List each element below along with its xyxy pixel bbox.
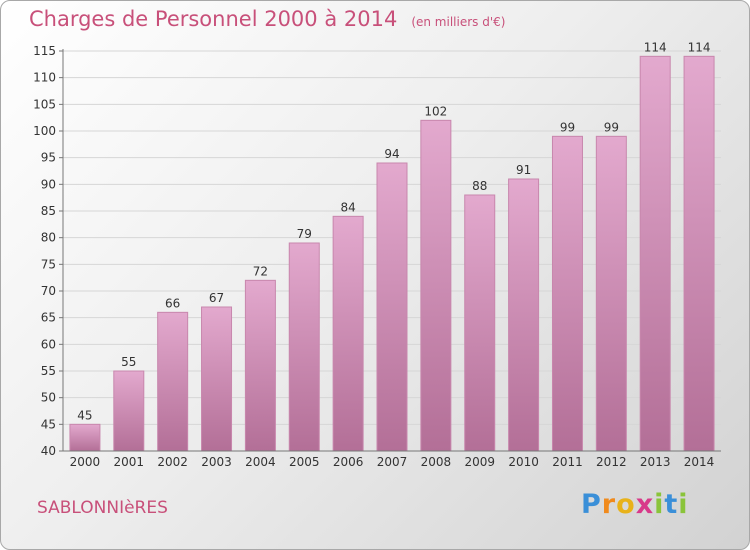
logo-letter: P xyxy=(581,489,602,520)
y-tick-label: 65 xyxy=(41,311,56,325)
bar-value-label: 66 xyxy=(165,296,180,310)
x-tick-label: 2011 xyxy=(552,455,583,469)
x-tick-label: 2009 xyxy=(464,455,495,469)
bar-value-label: 72 xyxy=(253,264,268,278)
bar xyxy=(69,423,101,452)
y-tick-label: 70 xyxy=(41,284,56,298)
y-tick-label: 105 xyxy=(33,97,56,111)
y-tick-label: 110 xyxy=(33,71,56,85)
logo-letter: r xyxy=(601,489,617,520)
bar xyxy=(288,242,320,452)
x-tick-label: 2003 xyxy=(201,455,232,469)
x-tick-label: 2012 xyxy=(596,455,627,469)
x-tick-label: 2004 xyxy=(245,455,276,469)
bar xyxy=(113,370,145,452)
bar xyxy=(244,279,276,452)
town-name: SABLONNIèRES xyxy=(37,498,168,518)
chart-title-text: Charges de Personnel 2000 à 2014 xyxy=(29,7,398,31)
bar-value-label: 84 xyxy=(340,200,355,214)
logo-letter: x xyxy=(635,489,655,520)
bar xyxy=(639,55,671,452)
bar xyxy=(464,194,496,452)
proxiti-logo: Proxiti xyxy=(581,489,689,520)
bar-value-label: 102 xyxy=(424,104,447,118)
bar xyxy=(683,55,715,452)
bar xyxy=(332,215,364,452)
chart-unit: (en milliers d'€) xyxy=(411,15,506,29)
x-tick-label: 2000 xyxy=(70,455,101,469)
bar-value-label: 79 xyxy=(297,227,312,241)
y-tick-label: 55 xyxy=(41,364,56,378)
y-tick-label: 40 xyxy=(41,444,56,458)
y-tick-label: 95 xyxy=(41,151,56,165)
bar xyxy=(551,135,583,452)
x-tick-label: 2005 xyxy=(289,455,320,469)
x-tick-label: 2007 xyxy=(377,455,408,469)
x-tick-label: 2002 xyxy=(157,455,188,469)
bar xyxy=(508,178,540,452)
bar xyxy=(157,311,189,452)
bar-value-label: 114 xyxy=(644,40,667,54)
bar-value-label: 45 xyxy=(77,408,92,422)
x-tick-label: 2008 xyxy=(421,455,452,469)
logo-letter: i xyxy=(678,489,689,520)
logo-letter: i xyxy=(654,489,665,520)
x-tick-label: 2006 xyxy=(333,455,364,469)
bar-value-label: 114 xyxy=(688,40,711,54)
bar-value-label: 67 xyxy=(209,291,224,305)
x-tick-label: 2013 xyxy=(640,455,671,469)
bar-value-label: 88 xyxy=(472,179,487,193)
y-tick-label: 50 xyxy=(41,391,56,405)
x-tick-label: 2001 xyxy=(114,455,145,469)
chart-title: Charges de Personnel 2000 à 2014 (en mill… xyxy=(29,7,505,31)
y-tick-label: 80 xyxy=(41,231,56,245)
y-tick-label: 115 xyxy=(33,44,56,58)
y-tick-label: 60 xyxy=(41,337,56,351)
logo-letter: t xyxy=(664,489,679,520)
x-axis: 2000 2001 2002 2003 2004 2005 2006 2007 2008 2009… xyxy=(63,450,721,469)
value-labels: 45 55 66 67 72 79 84 94 102 88 91 99 99 114 114 xyxy=(77,40,710,422)
bar-value-label: 99 xyxy=(604,120,619,134)
bar-value-label: 91 xyxy=(516,163,531,177)
y-axis: 40 45 50 55 60 65 70 75 80 85 90 95 100 105 110 115 xyxy=(33,44,64,458)
y-tick-label: 75 xyxy=(41,257,56,271)
y-tick-label: 100 xyxy=(33,124,56,138)
bar xyxy=(420,119,452,452)
x-tick-label: 2010 xyxy=(508,455,539,469)
bar-value-label: 99 xyxy=(560,120,575,134)
y-tick-label: 85 xyxy=(41,204,56,218)
bar xyxy=(595,135,627,452)
bar xyxy=(376,162,408,452)
bars xyxy=(69,55,715,452)
bar-value-label: 55 xyxy=(121,355,136,369)
logo-letter: o xyxy=(616,489,636,520)
bar-value-label: 94 xyxy=(384,147,399,161)
bar xyxy=(201,306,233,452)
y-tick-label: 90 xyxy=(41,177,56,191)
y-tick-label: 45 xyxy=(41,417,56,431)
x-tick-label: 2014 xyxy=(684,455,715,469)
